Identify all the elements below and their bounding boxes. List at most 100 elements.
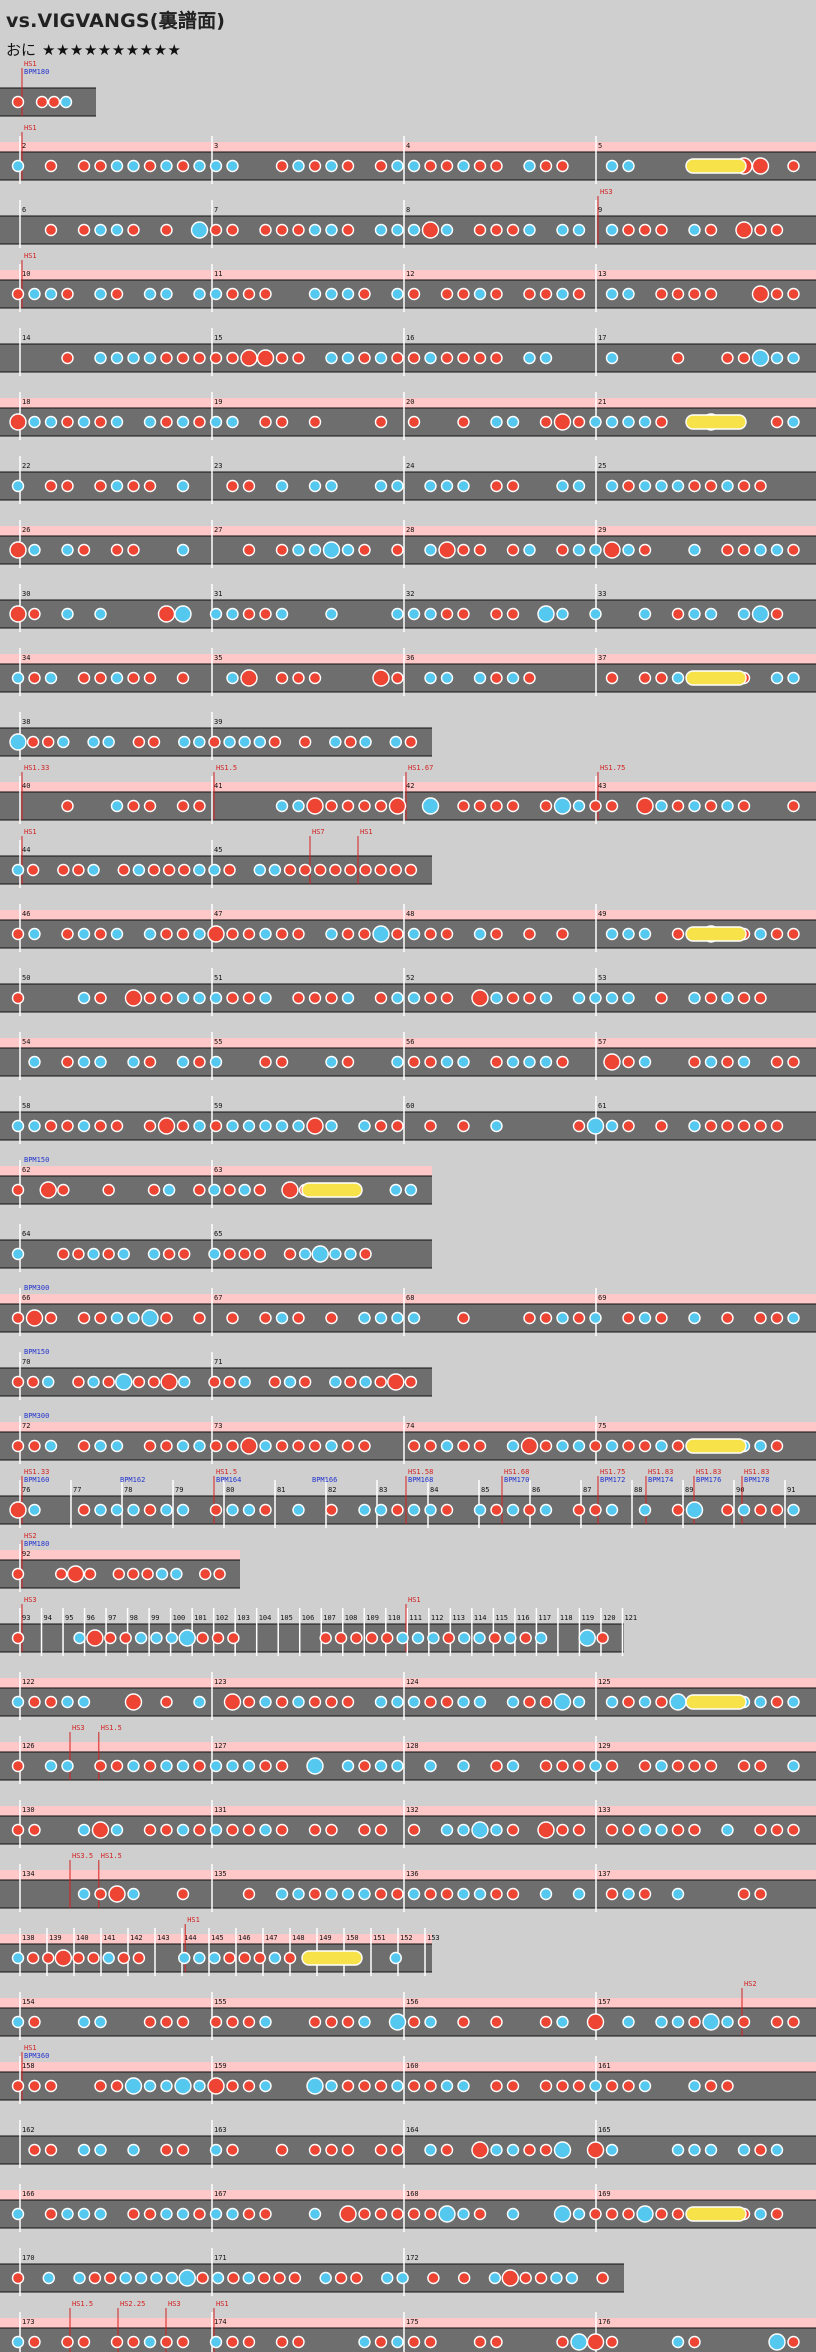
ka-note <box>737 1055 751 1069</box>
don-note <box>308 1695 322 1709</box>
don-note <box>132 1375 146 1389</box>
measure-number: 112 <box>431 1614 444 1622</box>
don-note <box>77 1311 91 1325</box>
don-note <box>160 2335 173 2349</box>
don-note <box>596 1631 609 1645</box>
don-note <box>391 671 404 685</box>
don-note <box>374 2207 388 2221</box>
don-note <box>147 735 161 749</box>
ka-note <box>358 1887 371 1901</box>
measure-number: 122 <box>22 1678 35 1686</box>
don-note <box>110 2335 124 2349</box>
don-note <box>440 2143 454 2157</box>
don-note <box>253 1183 266 1197</box>
ka-note <box>358 1503 371 1517</box>
don-note <box>275 1695 289 1709</box>
measure-number: 71 <box>214 1358 222 1366</box>
don-note <box>344 735 357 749</box>
ka-note <box>193 1951 206 1965</box>
don-note <box>688 479 701 493</box>
ka-note <box>704 1055 718 1069</box>
ka-note <box>391 223 404 237</box>
don-note <box>519 1631 532 1645</box>
don-note <box>275 543 289 557</box>
scroll-speed-marker: HS2 <box>24 1532 37 1540</box>
scroll-speed-marker: HS1.33 <box>24 1468 49 1476</box>
ka-note <box>134 1631 148 1645</box>
don-note <box>490 351 503 365</box>
don-note <box>160 223 173 237</box>
ka-note <box>605 415 619 429</box>
don-note <box>242 991 256 1005</box>
don-note <box>737 479 751 493</box>
measure-number: 124 <box>406 1678 419 1686</box>
don-note <box>787 159 800 173</box>
ka-note <box>160 1759 173 1773</box>
don-note <box>259 1503 272 1517</box>
ka-note <box>42 2271 55 2285</box>
ka-note <box>671 671 685 685</box>
don-note <box>655 2207 668 2221</box>
gogo-band <box>0 1550 240 1562</box>
measure-number: 105 <box>280 1614 293 1622</box>
ka-note <box>341 1887 355 1901</box>
don-note <box>268 1375 282 1389</box>
ka-note <box>28 415 41 429</box>
ka-note <box>556 2015 569 2029</box>
don-note <box>226 2335 239 2349</box>
don-note <box>127 223 140 237</box>
ka-note <box>589 607 602 621</box>
don-note <box>605 671 619 685</box>
don-note <box>622 2207 635 2221</box>
ka-note <box>622 2015 635 2029</box>
don-note <box>143 671 157 685</box>
ka-note <box>424 2143 437 2157</box>
ka-note <box>11 863 25 877</box>
measure-number: 125 <box>598 1678 611 1686</box>
ka-note <box>150 1631 163 1645</box>
don-note <box>275 1759 289 1773</box>
bpm-marker: BPM160 <box>24 1476 49 1484</box>
don-note <box>407 287 421 301</box>
don-note <box>157 605 176 623</box>
ka-note <box>259 1439 272 1453</box>
bpm-marker: BPM172 <box>600 1476 625 1484</box>
don-note <box>787 2015 800 2029</box>
don-note <box>143 1503 157 1517</box>
ka-note <box>440 1439 454 1453</box>
don-note <box>227 2271 240 2285</box>
ka-note <box>391 1695 404 1709</box>
ka-note <box>226 671 239 685</box>
ka-note <box>275 799 289 813</box>
ka-note <box>176 1503 190 1517</box>
don-note <box>754 1311 767 1325</box>
don-note <box>196 1631 209 1645</box>
measure-number: 28 <box>406 526 414 534</box>
measure-number: 127 <box>214 1742 227 1750</box>
don-note <box>440 927 454 941</box>
don-note <box>655 1119 668 1133</box>
ka-note <box>110 479 124 493</box>
don-note <box>737 1119 751 1133</box>
don-note <box>359 863 372 877</box>
ka-note <box>374 223 388 237</box>
gogo-band <box>0 398 816 410</box>
don-note <box>193 1311 206 1325</box>
don-note <box>572 287 586 301</box>
ka-note <box>226 607 239 621</box>
ka-note <box>622 415 635 429</box>
ka-note <box>11 671 25 685</box>
don-note <box>26 863 40 877</box>
ka-note <box>226 1503 239 1517</box>
ka-note <box>688 223 701 237</box>
don-note <box>253 1951 266 1965</box>
measure-number: 109 <box>366 1614 379 1622</box>
ka-note <box>94 1503 107 1517</box>
ka-note <box>704 607 718 621</box>
don-note <box>787 287 800 301</box>
don-note <box>61 287 74 301</box>
don-note <box>143 479 157 493</box>
ka-note <box>556 607 569 621</box>
ka-note <box>473 671 487 685</box>
measure-number: 172 <box>406 2254 419 2262</box>
